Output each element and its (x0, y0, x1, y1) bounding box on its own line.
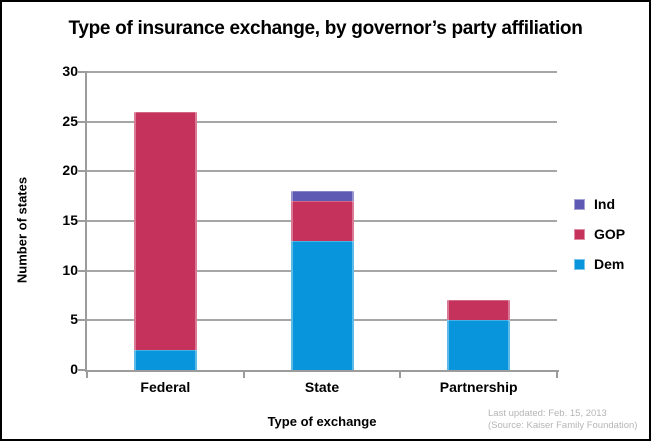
source-text: (Source: Kaiser Family Foundation) (488, 420, 638, 431)
x-category-label: State (304, 379, 340, 395)
legend-item-ind: Ind (574, 196, 625, 212)
y-tick-label: 10 (62, 261, 78, 278)
bar-segment-dem (133, 350, 197, 370)
bar-segment-gop (290, 201, 354, 241)
legend-item-dem: Dem (574, 256, 625, 272)
y-axis-tick (78, 71, 87, 73)
x-axis-line (85, 370, 559, 372)
plot-area (87, 71, 557, 370)
y-axis-tick (78, 120, 87, 123)
y-tick-label: 30 (62, 63, 78, 79)
y-tick-label: 0 (70, 361, 78, 377)
bar-segment-gop (447, 300, 511, 321)
y-axis-tick (78, 220, 87, 222)
x-axis-tick (556, 372, 558, 378)
legend-label: Dem (594, 256, 625, 272)
y-tick-label: 25 (62, 112, 78, 129)
legend-swatch-gop-icon (574, 228, 585, 240)
y-tick-label: 15 (62, 212, 78, 228)
gridline (87, 71, 557, 73)
chart-title: Type of insurance exchange, by governor’… (68, 18, 583, 39)
x-axis-tick (86, 372, 88, 378)
bar-segment-gop (133, 111, 197, 351)
gridline (87, 170, 557, 173)
legend-label: Ind (594, 196, 615, 212)
y-axis-line (85, 72, 87, 372)
x-category-label: Federal (140, 379, 191, 395)
legend-swatch-dem-icon (574, 258, 585, 270)
y-tick-label: 5 (70, 311, 78, 328)
y-axis-title: Number of states (14, 176, 30, 284)
y-axis-tick (78, 369, 87, 371)
last-updated-text: Last updated: Feb. 15, 2013 (488, 408, 607, 419)
y-axis-tick (78, 319, 87, 322)
x-axis-tick (399, 372, 402, 378)
gridline (87, 120, 557, 123)
bar-segment-dem (447, 320, 511, 370)
x-category-label: Partnership (439, 379, 518, 395)
legend: Ind GOP Dem (574, 196, 625, 272)
bar-segment-ind (290, 191, 354, 202)
legend-label: GOP (594, 226, 626, 242)
x-axis-title: Type of exchange (267, 414, 377, 429)
x-axis-tick (242, 372, 245, 378)
bar-segment-dem (290, 240, 354, 370)
y-tick-label: 20 (62, 162, 78, 179)
y-axis-tick (78, 170, 87, 173)
y-axis-tick (78, 269, 87, 272)
source-note: Last updated: Feb. 15, 2013 (Source: Kai… (488, 408, 637, 432)
legend-swatch-ind-icon (574, 198, 585, 210)
legend-item-gop: GOP (574, 226, 625, 242)
